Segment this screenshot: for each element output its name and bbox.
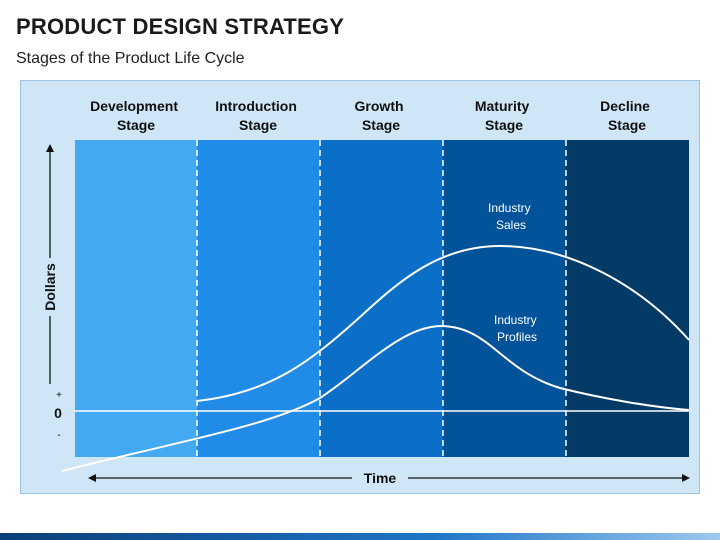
stage-label-development: Development Stage	[90, 98, 182, 133]
footer-accent-bar	[0, 533, 720, 540]
y-axis-label: Dollars	[42, 263, 58, 311]
stage-column-maturity	[443, 140, 566, 457]
stage-column-decline	[566, 140, 689, 457]
stage-label-maturity: Maturity Stage	[475, 98, 533, 133]
industry-sales-curve	[196, 244, 690, 402]
industry-sales-label: Industry Sales	[488, 201, 534, 232]
industry-profits-label: Industry Profiles	[494, 313, 540, 344]
page-subtitle: Stages of the Product Life Cycle	[16, 50, 245, 67]
page-title: PRODUCT DESIGN STRATEGY	[16, 14, 345, 39]
stage-column-development	[75, 140, 197, 457]
x-axis-label: Time	[364, 470, 397, 486]
stage-label-growth: Growth Stage	[355, 98, 408, 133]
stage-label-introduction: Introduction Stage	[215, 98, 301, 133]
zero-label: 0	[54, 405, 62, 421]
stage-label-decline: Decline Stage	[600, 98, 654, 133]
negative-sign: -	[57, 430, 60, 441]
industry-profits-curve	[61, 324, 690, 472]
positive-sign: +	[56, 390, 62, 401]
stage-column-introduction	[197, 140, 320, 457]
